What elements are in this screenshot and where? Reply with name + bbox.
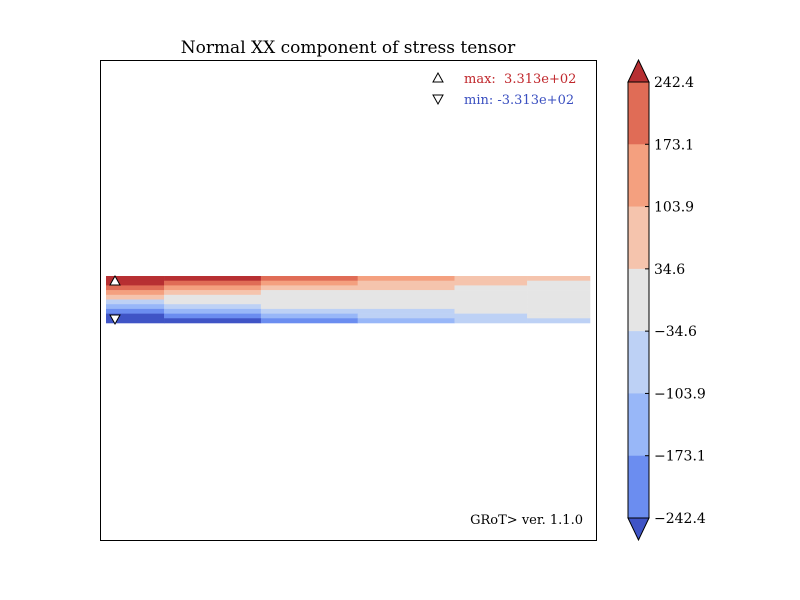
colorbar-extend-max bbox=[627, 58, 650, 83]
colorbar-tick-label: 173.1 bbox=[654, 137, 694, 153]
field-cell bbox=[454, 290, 528, 296]
field-cell bbox=[164, 318, 262, 324]
field-cell bbox=[260, 299, 358, 305]
field-cell bbox=[527, 290, 591, 296]
colorbar-segment bbox=[628, 455, 649, 519]
field-cell bbox=[164, 280, 262, 286]
stress-field bbox=[106, 276, 591, 324]
field-cell bbox=[260, 290, 358, 296]
legend-min-icon bbox=[432, 94, 444, 106]
field-cell bbox=[454, 276, 528, 281]
field-cell bbox=[260, 318, 358, 324]
field-cell bbox=[527, 294, 591, 300]
chart-title: Normal XX component of stress tensor bbox=[181, 38, 516, 58]
field-cell bbox=[527, 313, 591, 319]
field-cell bbox=[454, 285, 528, 291]
field-cell bbox=[106, 276, 165, 281]
field-cell bbox=[527, 285, 591, 291]
field-cell bbox=[164, 299, 262, 305]
field-cell bbox=[357, 276, 455, 281]
field-cell bbox=[357, 290, 455, 296]
field-cell bbox=[260, 280, 358, 286]
field-cell bbox=[454, 299, 528, 305]
field-cell bbox=[357, 308, 455, 314]
field-cell bbox=[106, 308, 165, 314]
field-cell bbox=[527, 308, 591, 314]
field-cell bbox=[357, 294, 455, 300]
colorbar-tick-label: −242.4 bbox=[654, 511, 706, 527]
field-cell bbox=[106, 304, 165, 310]
field-cell bbox=[164, 294, 262, 300]
legend-max-label: max: 3.313e+02 bbox=[464, 72, 576, 87]
colorbar-segment bbox=[628, 393, 649, 457]
colorbar-segment bbox=[628, 206, 649, 270]
field-cell bbox=[454, 280, 528, 286]
colorbar-segment bbox=[628, 268, 649, 332]
colorbar-tick-label: 34.6 bbox=[654, 262, 685, 278]
colorbar-tick-label: 103.9 bbox=[654, 200, 694, 216]
legend-min-label: min: -3.313e+02 bbox=[464, 93, 574, 108]
field-cell bbox=[164, 304, 262, 310]
field-cell bbox=[454, 313, 528, 319]
field-cell bbox=[527, 304, 591, 310]
field-cell bbox=[260, 313, 358, 319]
field-cell bbox=[260, 276, 358, 281]
field-cell bbox=[164, 308, 262, 314]
field-cell bbox=[357, 299, 455, 305]
field-cell bbox=[357, 313, 455, 319]
colorbar-outline bbox=[627, 81, 650, 519]
field-cell bbox=[106, 299, 165, 305]
field-cell bbox=[527, 299, 591, 305]
colorbar-extend-min bbox=[627, 517, 650, 542]
min-marker-icon bbox=[109, 314, 121, 326]
field-cell bbox=[260, 308, 358, 314]
field-cell bbox=[106, 280, 165, 286]
field-cell bbox=[527, 276, 591, 281]
colorbar-tick-label: −173.1 bbox=[654, 449, 706, 465]
field-cell bbox=[357, 285, 455, 291]
field-cell bbox=[527, 318, 591, 324]
field-cell bbox=[106, 294, 165, 300]
colorbar-ticks: 242.4 173.1 103.9 34.6 −34.6 −103.9 −173.1 −242… bbox=[645, 75, 706, 527]
field-cell bbox=[454, 308, 528, 314]
field-cell bbox=[357, 280, 455, 286]
field-cell bbox=[106, 285, 165, 291]
field-cell bbox=[106, 290, 165, 296]
colorbar-segment bbox=[628, 144, 649, 207]
legend-max-icon bbox=[432, 71, 444, 83]
field-cell bbox=[106, 313, 165, 319]
colorbar-segment bbox=[628, 331, 649, 394]
field-cell bbox=[164, 276, 262, 281]
colorbar-segment bbox=[628, 82, 649, 145]
colorbar-tick-label: 242.4 bbox=[654, 75, 694, 91]
field-cell bbox=[454, 318, 528, 324]
max-marker-icon bbox=[109, 274, 121, 286]
field-cell bbox=[260, 304, 358, 310]
field-cell bbox=[260, 294, 358, 300]
field-cell bbox=[164, 313, 262, 319]
field-cell bbox=[164, 290, 262, 296]
field-cell bbox=[357, 304, 455, 310]
field-cell bbox=[454, 304, 528, 310]
field-cell bbox=[527, 280, 591, 286]
field-cell bbox=[106, 318, 165, 324]
field-cell bbox=[164, 285, 262, 291]
colorbar-tick-label: −34.6 bbox=[654, 324, 697, 340]
min-max-legend: max: 3.313e+02 min: -3.313e+02 bbox=[432, 71, 576, 108]
field-cell bbox=[454, 294, 528, 300]
field-cell bbox=[260, 285, 358, 291]
colorbar-tick-label: −103.9 bbox=[654, 386, 706, 402]
field-cell bbox=[357, 318, 455, 324]
version-label: GRoT> ver. 1.1.0 bbox=[470, 513, 583, 528]
colorbar bbox=[627, 58, 650, 542]
